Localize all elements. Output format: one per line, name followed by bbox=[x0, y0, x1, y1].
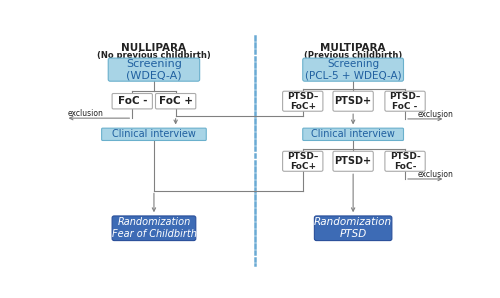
Text: Clinical interview: Clinical interview bbox=[112, 129, 196, 139]
Text: exclusion: exclusion bbox=[67, 109, 103, 118]
FancyBboxPatch shape bbox=[333, 91, 374, 111]
Text: NULLIPARA: NULLIPARA bbox=[122, 43, 186, 53]
Text: FoC +: FoC + bbox=[158, 96, 192, 106]
FancyBboxPatch shape bbox=[314, 216, 392, 240]
FancyBboxPatch shape bbox=[303, 128, 404, 140]
FancyBboxPatch shape bbox=[303, 58, 404, 81]
FancyBboxPatch shape bbox=[385, 91, 425, 111]
FancyBboxPatch shape bbox=[108, 58, 200, 81]
FancyBboxPatch shape bbox=[282, 91, 323, 111]
Text: Screening
(PCL-5 + WDEQ-A): Screening (PCL-5 + WDEQ-A) bbox=[305, 59, 402, 80]
Text: Clinical interview: Clinical interview bbox=[311, 129, 395, 139]
Text: Randomization
PTSD: Randomization PTSD bbox=[314, 218, 392, 239]
Text: MULTIPARA: MULTIPARA bbox=[320, 43, 386, 53]
Text: Screening
(WDEQ-A): Screening (WDEQ-A) bbox=[126, 59, 182, 80]
FancyBboxPatch shape bbox=[156, 94, 196, 109]
Text: PTSD–
FoC -: PTSD– FoC - bbox=[390, 91, 420, 111]
FancyBboxPatch shape bbox=[385, 151, 425, 171]
FancyBboxPatch shape bbox=[112, 94, 152, 109]
Text: FoC -: FoC - bbox=[118, 96, 147, 106]
FancyBboxPatch shape bbox=[112, 216, 196, 240]
Text: (Previous childbirth): (Previous childbirth) bbox=[304, 50, 402, 60]
Text: (No previous childbirth): (No previous childbirth) bbox=[97, 50, 211, 60]
Text: PTSD+: PTSD+ bbox=[334, 156, 372, 166]
FancyBboxPatch shape bbox=[102, 128, 206, 140]
Text: exclusion: exclusion bbox=[418, 170, 454, 179]
Text: Randomization
Fear of Childbirth: Randomization Fear of Childbirth bbox=[112, 218, 196, 239]
Text: PTSD–
FoC+: PTSD– FoC+ bbox=[287, 152, 318, 171]
FancyBboxPatch shape bbox=[333, 151, 374, 171]
FancyBboxPatch shape bbox=[282, 151, 323, 171]
Text: PTSD–
FoC+: PTSD– FoC+ bbox=[287, 91, 318, 111]
Text: PTSD-
FoC-: PTSD- FoC- bbox=[390, 152, 420, 171]
Text: exclusion: exclusion bbox=[418, 110, 454, 119]
Text: PTSD+: PTSD+ bbox=[334, 96, 372, 106]
